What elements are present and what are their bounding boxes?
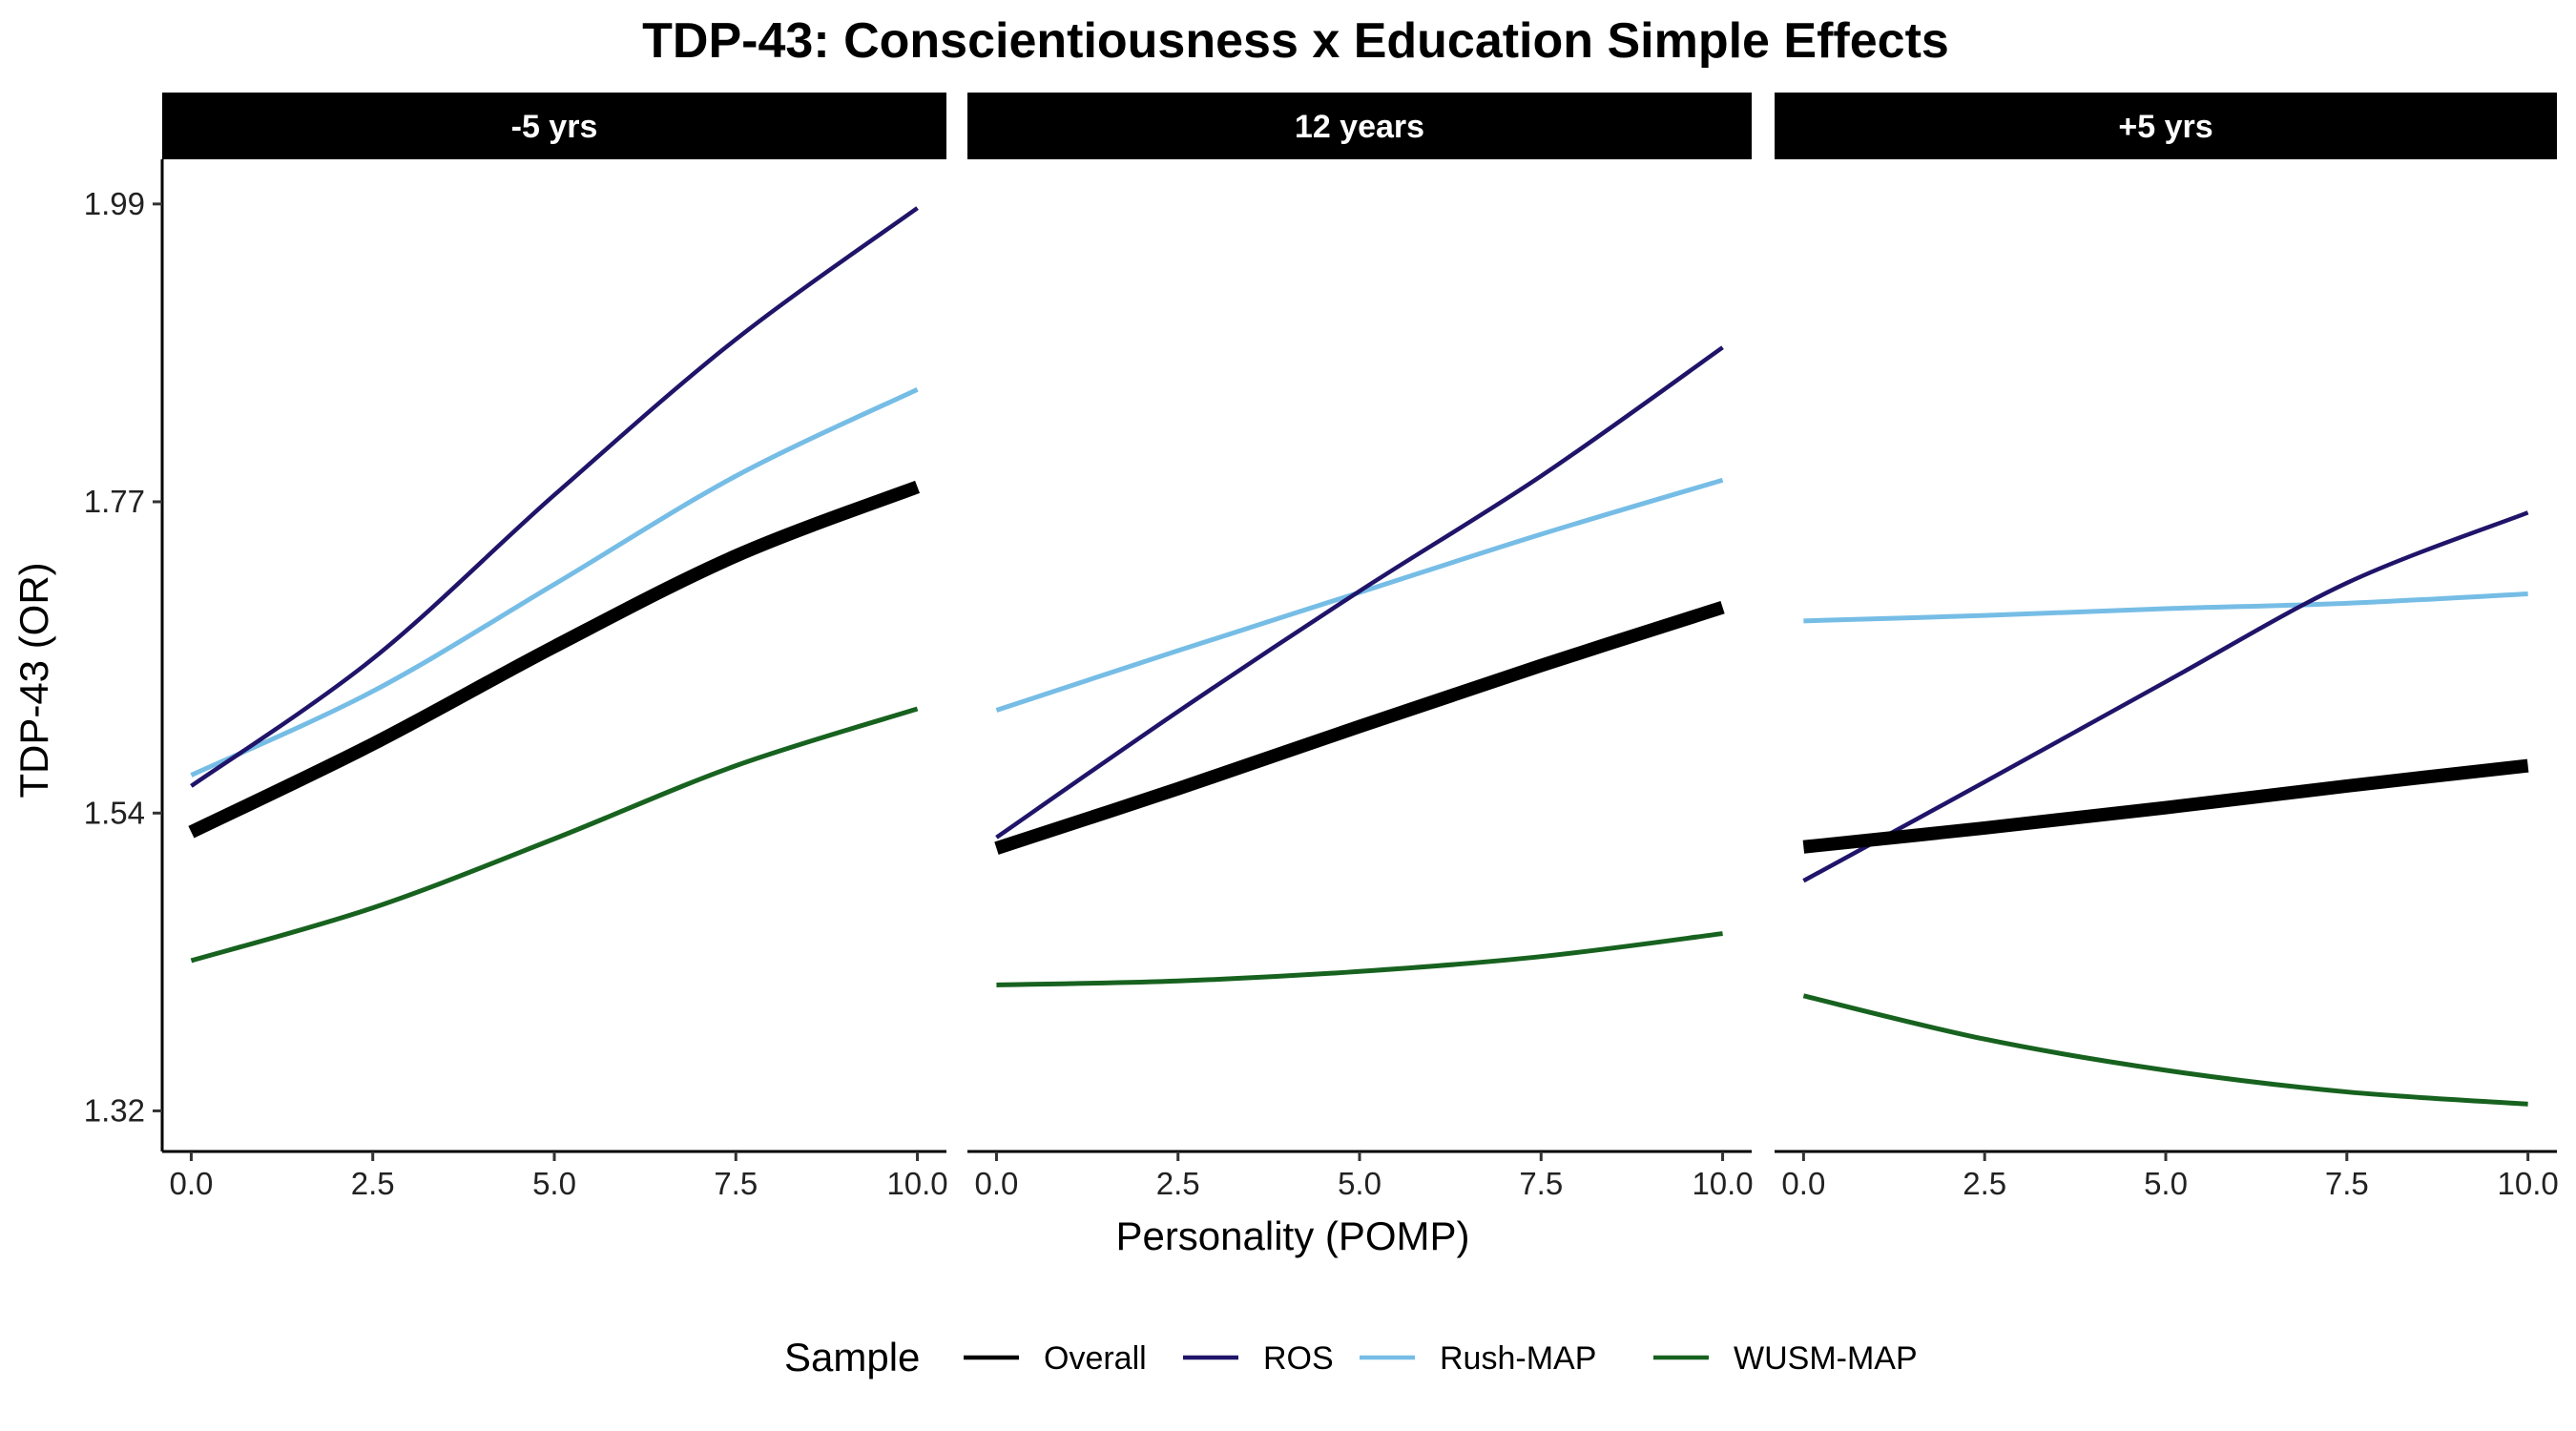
chart-title: TDP-43: Conscientiousness x Education Si…: [642, 13, 1949, 69]
x-axis-title: Personality (POMP): [1115, 1213, 1469, 1258]
legend-item: Rush-MAP: [1360, 1340, 1596, 1377]
series-line-overall: [994, 600, 1725, 855]
series-line-rush-map: [995, 477, 1724, 713]
facet-strip-label: +5 yrs: [2118, 109, 2212, 145]
facet-strip: [1775, 93, 2557, 159]
legend: Sample Overall ROS Rush-MAP WUSM-MAP: [784, 1335, 1918, 1379]
series-line-wusm-map: [1802, 993, 2528, 1107]
legend-label: WUSM-MAP: [1734, 1340, 1918, 1377]
legend-label: ROS: [1263, 1340, 1334, 1377]
series-line-ros: [995, 345, 1724, 840]
legend-label: Rush-MAP: [1440, 1340, 1596, 1377]
legend-item: Overall: [964, 1340, 1147, 1377]
x-tick-label: 2.5: [1963, 1166, 2006, 1201]
x-tick-label: 10.0: [886, 1166, 947, 1201]
series-line-wusm-map: [190, 706, 919, 964]
x-tick-label: 2.5: [351, 1166, 395, 1201]
x-tick-label: 10.0: [2498, 1166, 2559, 1201]
facet-strip-label: 12 years: [1295, 109, 1424, 145]
series-line-ros: [190, 206, 919, 788]
x-tick-label: 5.0: [1338, 1166, 1381, 1201]
legend-item: WUSM-MAP: [1653, 1340, 1918, 1377]
y-axis-title: TDP-43 (OR): [11, 562, 56, 798]
x-tick-label: 0.0: [170, 1166, 214, 1201]
series-line-rush-map: [190, 386, 919, 778]
facet-strip: [162, 93, 946, 159]
legend-item: ROS: [1183, 1340, 1334, 1377]
x-tick-label: 7.5: [714, 1166, 758, 1201]
y-tick-label: 1.54: [84, 795, 145, 830]
x-tick-label: 0.0: [975, 1166, 1019, 1201]
x-tick-label: 0.0: [1781, 1166, 1825, 1201]
y-tick-label: 1.32: [84, 1092, 145, 1128]
facet-strip-label: -5 yrs: [511, 109, 598, 145]
x-tick-label: 2.5: [1156, 1166, 1200, 1201]
x-tick-label: 5.0: [2144, 1166, 2188, 1201]
panel-1: -5 yrs 1.32 1.54 1.77 1.99 0.0 2.5 5.0 7.5 10.0: [84, 93, 948, 1201]
legend-title: Sample: [784, 1335, 920, 1379]
series-line-ros: [1802, 510, 2529, 883]
x-tick-label: 7.5: [1519, 1166, 1563, 1201]
series-line-rush-map: [1803, 591, 2528, 624]
y-tick-label: 1.77: [84, 484, 145, 519]
facet-strip: [967, 93, 1752, 159]
panel-2: 12 years 0.0 2.5 5.0 7.5 10.0: [967, 93, 1754, 1201]
legend-label: Overall: [1044, 1340, 1147, 1377]
x-tick-label: 5.0: [532, 1166, 576, 1201]
panel-3: +5 yrs 0.0 2.5 5.0 7.5 10.0: [1775, 93, 2559, 1201]
x-tick-label: 7.5: [2325, 1166, 2369, 1201]
series-line-wusm-map: [996, 931, 1723, 987]
series-line-overall: [188, 480, 921, 839]
series-line-overall: [1802, 758, 2529, 854]
x-tick-label: 10.0: [1692, 1166, 1753, 1201]
y-tick-label: 1.99: [84, 186, 145, 221]
